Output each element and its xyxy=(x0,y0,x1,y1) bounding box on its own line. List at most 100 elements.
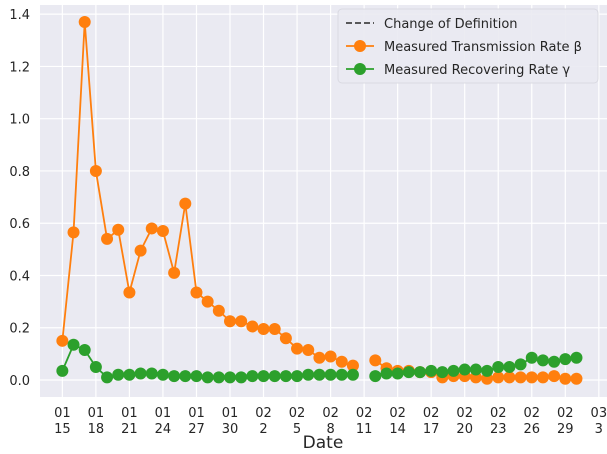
data-point xyxy=(559,353,572,366)
data-point xyxy=(514,358,527,371)
data-point xyxy=(201,295,214,308)
data-point xyxy=(190,370,203,383)
data-point xyxy=(346,359,359,372)
data-point xyxy=(134,367,147,380)
data-point xyxy=(525,371,538,384)
data-point xyxy=(67,226,80,239)
data-point xyxy=(190,286,203,299)
data-point xyxy=(503,360,516,373)
y-tick-label: 0.2 xyxy=(9,322,30,337)
x-tick-label: 02 8 xyxy=(322,406,339,437)
y-tick-label: 0.4 xyxy=(9,269,30,284)
data-point xyxy=(536,354,549,367)
data-point xyxy=(201,371,214,384)
data-point xyxy=(469,363,482,376)
legend-label: Change of Definition xyxy=(384,17,518,32)
data-point xyxy=(78,15,91,28)
data-point xyxy=(559,372,572,385)
labels: 0.0 0.2 0.4 0.6 0.8 1.0 1.2 1.4 01 15 01 18 01 21 01 24… xyxy=(9,8,607,437)
data-point xyxy=(168,370,181,383)
data-point xyxy=(335,355,348,368)
data-point xyxy=(324,350,337,363)
x-axis-label: Date xyxy=(303,433,344,453)
data-point xyxy=(425,364,438,377)
data-point xyxy=(112,223,125,236)
x-tick-label: 02 29 xyxy=(557,406,574,437)
data-point xyxy=(257,323,270,336)
x-tick-label: 02 20 xyxy=(456,406,473,437)
data-point xyxy=(268,370,281,383)
data-point xyxy=(324,368,337,381)
x-tick-label: 02 14 xyxy=(389,406,406,437)
data-point xyxy=(224,371,236,384)
y-tick-label: 1.4 xyxy=(9,8,30,23)
x-tick-label: 01 15 xyxy=(54,406,71,437)
x-tick-label: 02 23 xyxy=(490,406,507,437)
legend-label: Measured Transmission Rate β xyxy=(384,40,582,55)
y-tick-label: 0.8 xyxy=(9,165,30,180)
data-point xyxy=(235,315,248,328)
data-point xyxy=(179,197,192,210)
data-point xyxy=(346,368,359,381)
data-point xyxy=(436,366,449,379)
data-point xyxy=(503,371,516,384)
data-point xyxy=(257,370,270,383)
data-point xyxy=(179,370,192,383)
data-point xyxy=(212,371,225,384)
data-point xyxy=(235,371,248,384)
data-point xyxy=(570,351,583,364)
data-point xyxy=(56,334,69,347)
legend-marker xyxy=(354,63,366,75)
data-point xyxy=(402,366,415,379)
legend-label: Measured Recovering Rate γ xyxy=(384,63,570,78)
y-tick-label: 0.6 xyxy=(9,217,30,232)
data-point xyxy=(156,225,169,238)
x-tick-label: 02 11 xyxy=(356,406,373,437)
data-point xyxy=(156,368,169,381)
data-point xyxy=(78,343,91,356)
data-point xyxy=(67,338,80,351)
x-tick-label: 02 2 xyxy=(255,406,272,437)
data-point xyxy=(414,366,426,379)
data-point xyxy=(56,364,69,377)
data-point xyxy=(492,360,505,373)
data-point xyxy=(313,351,326,364)
data-point xyxy=(212,304,225,317)
data-point xyxy=(123,368,136,381)
x-tick-label: 01 24 xyxy=(155,406,172,437)
data-point xyxy=(302,368,315,381)
data-point xyxy=(291,370,304,383)
data-point xyxy=(291,342,304,355)
x-tick-label: 01 18 xyxy=(88,406,105,437)
legend-marker xyxy=(354,40,366,52)
x-tick-label: 01 21 xyxy=(121,406,138,437)
x-tick-label: 01 27 xyxy=(188,406,205,437)
data-point xyxy=(123,286,136,299)
data-point xyxy=(458,363,471,376)
data-point xyxy=(380,367,393,380)
data-point xyxy=(246,320,259,333)
data-point xyxy=(134,244,147,257)
data-point xyxy=(101,232,114,245)
data-point xyxy=(313,368,326,381)
data-point xyxy=(145,222,158,235)
y-tick-label: 1.0 xyxy=(9,113,30,128)
data-point xyxy=(525,351,538,364)
x-tick-label: 01 30 xyxy=(222,406,239,437)
data-point xyxy=(514,371,527,384)
legend: Change of Definition Measured Transmissio… xyxy=(337,8,599,84)
x-tick-label: 03 3 xyxy=(591,406,607,437)
legend-box xyxy=(337,8,599,84)
data-point xyxy=(536,371,549,384)
x-tick-label: 02 26 xyxy=(523,406,540,437)
data-point xyxy=(369,370,382,383)
data-point xyxy=(481,364,494,377)
data-point xyxy=(279,332,292,345)
data-point xyxy=(391,367,404,380)
data-point xyxy=(369,354,382,367)
data-point xyxy=(89,360,102,373)
data-point xyxy=(89,164,102,177)
data-point xyxy=(112,368,125,381)
data-point xyxy=(447,364,460,377)
